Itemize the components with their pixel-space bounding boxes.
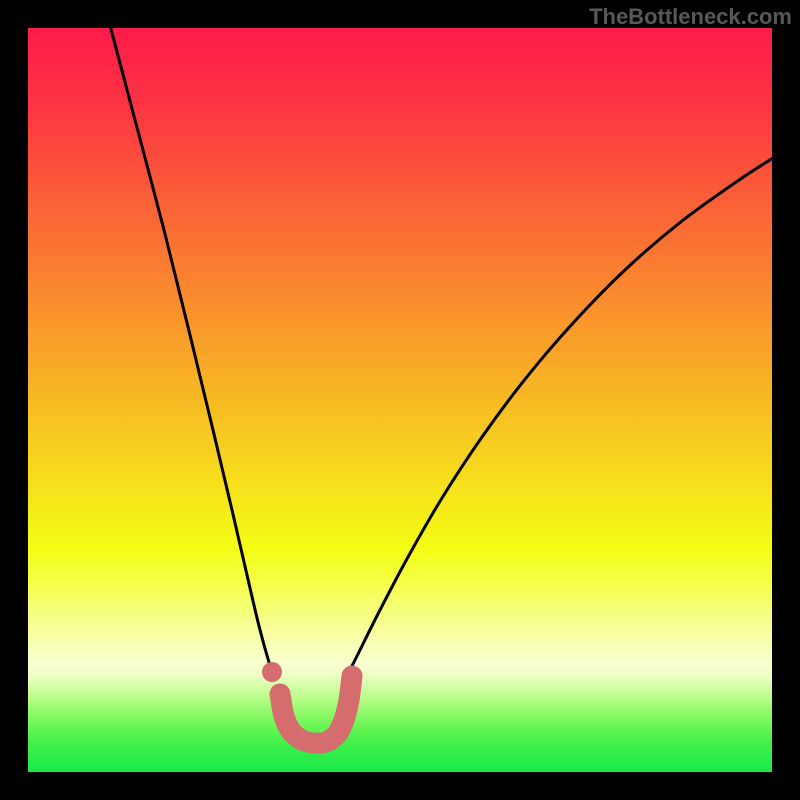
trough-left-dot [262, 662, 282, 682]
chart-container: TheBottleneck.com [0, 0, 800, 800]
chart-svg [0, 0, 800, 800]
